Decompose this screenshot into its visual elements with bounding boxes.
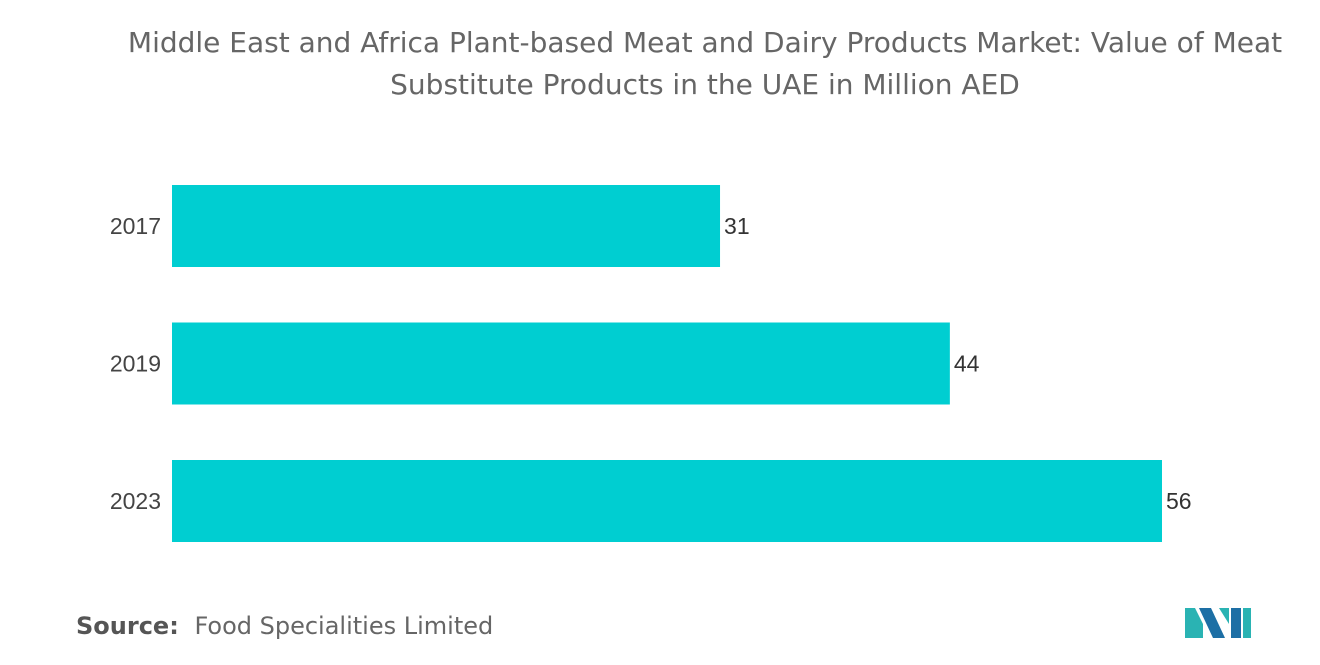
mordor-intelligence-logo-icon	[1185, 608, 1251, 638]
data-label-2023: 56	[1166, 488, 1192, 514]
bar-2023	[172, 460, 1162, 542]
data-label-2017: 31	[724, 213, 750, 239]
chart-title-line-2: Substitute Products in the UAE in Millio…	[390, 68, 1020, 101]
logo-shape-1	[1185, 608, 1203, 638]
bar-2017	[172, 185, 721, 267]
data-label-2019: 44	[954, 351, 980, 377]
chart-title: Middle East and Africa Plant-based Meat …	[60, 22, 1320, 106]
category-label-2017: 2017	[110, 213, 161, 239]
category-label-2023: 2023	[110, 488, 161, 514]
bar-2019	[172, 322, 950, 405]
source-label: Source:	[76, 612, 179, 640]
logo-shape-4	[1231, 608, 1241, 638]
logo-shape-2	[1199, 608, 1225, 638]
source-note: Source: Food Specialities Limited	[76, 612, 493, 640]
chart-title-line-1: Middle East and Africa Plant-based Meat …	[127, 26, 1283, 59]
logo-shape-3	[1219, 608, 1229, 624]
category-label-2019: 2019	[110, 351, 161, 377]
bar-chart: 2017 31 2019 44 2023 56	[110, 185, 1192, 542]
logo-shape-5	[1243, 608, 1251, 638]
source-text: Food Specialities Limited	[194, 612, 494, 640]
